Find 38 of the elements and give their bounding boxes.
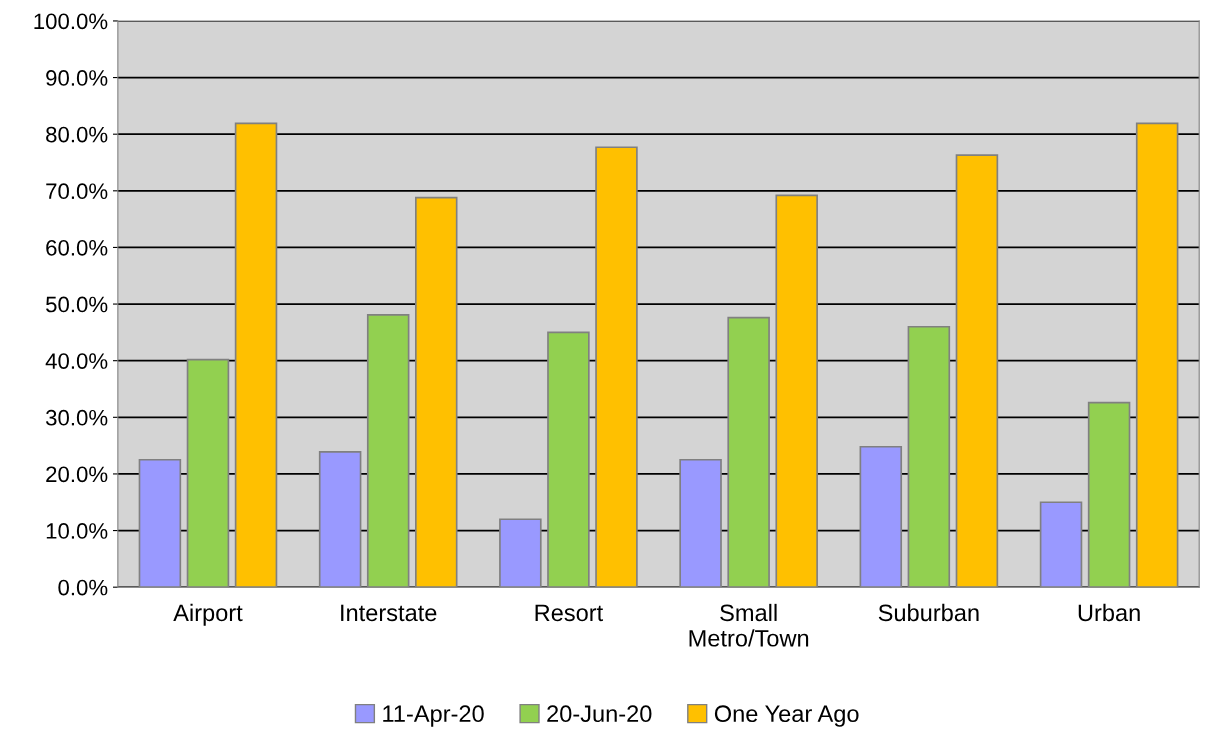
bar [727,316,770,588]
y-tick-label: 50.0% [46,296,108,313]
x-tick-label: Interstate [341,604,437,622]
y-tick-label: 30.0% [45,409,108,426]
y-tick-label: 40.0% [45,353,108,369]
y-tick-label: 0.0% [58,579,108,596]
y-tick-label: 90.0% [46,70,108,86]
y-tick-label: 60.0% [46,239,108,256]
x-tick-label: Suburban [878,603,979,622]
bar [234,122,278,588]
legend-label: 20-Jun-20 [547,705,652,723]
bar [907,325,951,588]
legend-label: 11-Apr-20 [383,705,484,727]
bar [318,451,362,588]
bar [1039,501,1083,588]
x-tick-label: Airport [173,603,243,626]
bar [955,154,999,588]
bar [679,458,722,588]
x-tick-label: Small Metro/Town [689,603,809,647]
bar [595,146,638,588]
bar [499,518,542,588]
y-tick-label: 100.0% [34,13,108,30]
bar [138,458,182,588]
x-tick-label: Resort [535,604,604,622]
y-tick-label: 70.0% [46,183,108,200]
y-tick-label: 80.0% [46,126,108,143]
x-tick-label: Urban [1078,603,1140,622]
bar [775,194,818,588]
y-tick-label: 10.0% [46,523,108,539]
legend-label: One Year Ago [714,705,859,727]
bar [366,313,410,588]
bar [186,358,230,588]
bar [1087,401,1131,588]
y-tick-label: 20.0% [46,466,108,483]
bar [414,196,458,588]
bar [1135,122,1179,588]
bar [547,331,590,588]
bar [859,445,903,588]
